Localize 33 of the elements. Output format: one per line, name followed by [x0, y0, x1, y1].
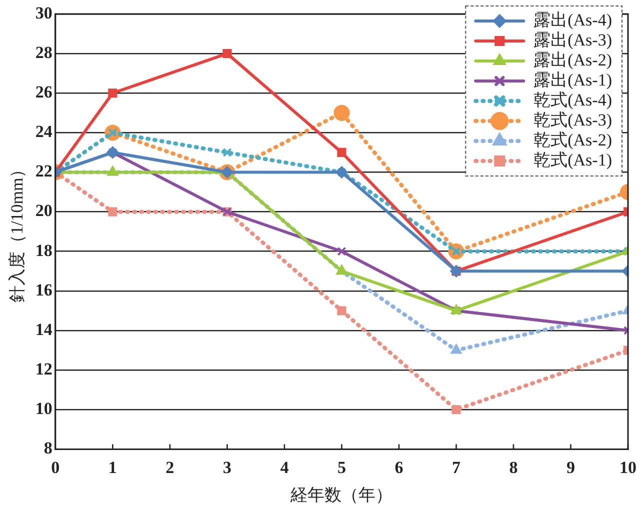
- x-tick-label: 1: [108, 458, 117, 477]
- legend-label: 乾式(As-4): [534, 90, 612, 110]
- legend-label: 乾式(As-2): [534, 130, 612, 150]
- y-tick-label: 18: [35, 240, 52, 260]
- y-tick-label: 16: [35, 280, 52, 300]
- y-tick-label: 24: [35, 122, 53, 142]
- y-tick-label: 10: [35, 399, 52, 418]
- legend-label: 露出(As-3): [534, 30, 612, 50]
- x-axis-title: 経年数（年）: [290, 485, 393, 504]
- y-tick-label: 20: [35, 201, 52, 220]
- y-tick-label: 30: [35, 3, 52, 22]
- x-tick-label: 6: [394, 458, 404, 477]
- y-tick-label: 14: [35, 320, 53, 339]
- y-axis-title: 針入度（1/10mm）: [8, 160, 27, 302]
- y-tick-label: 12: [35, 359, 52, 378]
- x-tick-label: 5: [337, 458, 346, 477]
- x-tick-label: 0: [51, 458, 60, 477]
- legend-label: 乾式(As-1): [534, 150, 612, 170]
- x-tick-label: 9: [566, 458, 575, 477]
- y-tick-label: 22: [35, 162, 52, 181]
- y-tick-label: 8: [44, 438, 52, 458]
- x-tick-label: 8: [509, 458, 518, 477]
- x-tick-label: 7: [452, 458, 461, 477]
- y-tick-label: 28: [35, 42, 52, 62]
- legend-label: 露出(As-4): [534, 10, 612, 30]
- legend-label: 露出(As-1): [534, 70, 612, 90]
- x-tick-label: 4: [280, 458, 290, 477]
- y-tick-label: 26: [35, 82, 52, 102]
- legend-label: 露出(As-2): [534, 50, 612, 70]
- x-tick-label: 2: [166, 458, 174, 477]
- x-tick-label: 3: [222, 458, 232, 477]
- legend-label: 乾式(As-3): [534, 110, 612, 130]
- x-tick-label: 10: [620, 458, 636, 477]
